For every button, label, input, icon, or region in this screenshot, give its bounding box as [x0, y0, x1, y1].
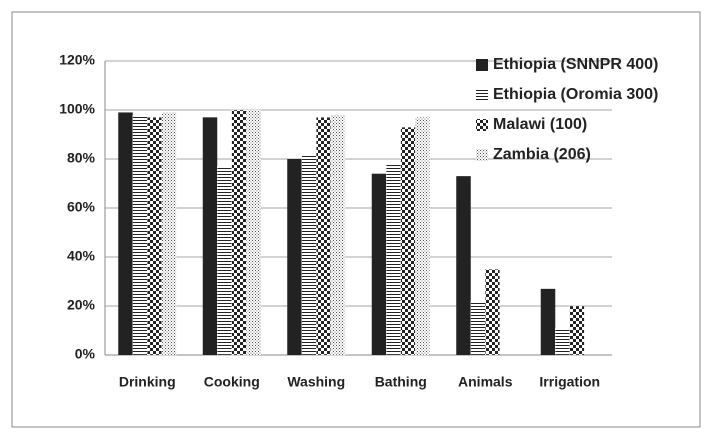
y-tick-label: 40%	[67, 248, 96, 264]
bar	[470, 300, 486, 356]
bar	[161, 112, 177, 356]
bar	[118, 112, 133, 355]
legend-label: Ethiopia (SNNPR 400)	[493, 56, 658, 73]
legend-label: Malawi (100)	[493, 116, 587, 133]
bar	[132, 114, 148, 356]
legend-swatch	[476, 149, 488, 161]
bar	[569, 305, 585, 356]
x-tick-label: Irrigation	[539, 374, 600, 390]
bar	[540, 288, 556, 355]
bar	[202, 117, 218, 355]
x-tick-label: Drinking	[119, 374, 176, 390]
bar	[456, 176, 471, 355]
bar	[386, 163, 401, 356]
bar	[217, 166, 232, 356]
x-tick-label: Cooking	[204, 374, 260, 390]
legend-swatch	[476, 119, 488, 131]
bar	[231, 109, 247, 356]
chart-border	[11, 11, 701, 428]
y-tick-label: 0%	[75, 346, 96, 362]
x-tick-label: Washing	[287, 374, 345, 390]
legend-swatch	[476, 89, 488, 101]
y-tick-label: 60%	[67, 199, 96, 215]
bar	[301, 153, 317, 356]
bar	[400, 127, 416, 356]
legend-label: Zambia (206)	[493, 146, 591, 163]
legend-label: Ethiopia (Oromia 300)	[493, 86, 658, 103]
y-tick-label: 80%	[67, 150, 96, 166]
bar	[246, 109, 261, 356]
bar	[555, 327, 570, 356]
y-tick-label: 120%	[59, 52, 95, 68]
bar	[415, 117, 430, 356]
bar	[485, 269, 500, 356]
bar	[287, 159, 302, 355]
bar	[316, 117, 331, 356]
bar	[147, 117, 162, 356]
bar	[330, 114, 346, 356]
y-tick-label: 20%	[67, 297, 96, 313]
y-tick-label: 100%	[59, 101, 95, 117]
bar	[371, 173, 387, 355]
legend-swatch	[476, 59, 488, 71]
x-tick-label: Bathing	[375, 374, 427, 390]
x-tick-label: Animals	[458, 374, 513, 390]
